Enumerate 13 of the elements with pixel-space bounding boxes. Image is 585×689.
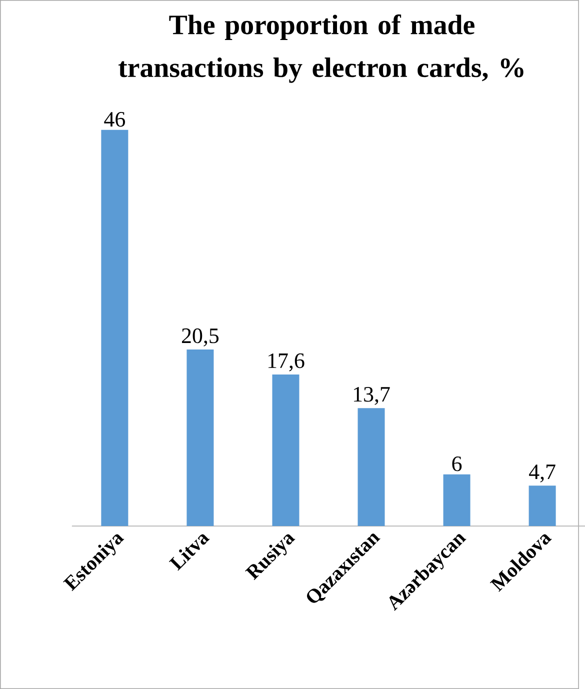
data-label: 4,7: [528, 464, 556, 482]
bar: [358, 408, 385, 526]
chart-title: The poroportion of made transactions by electron cards, %: [118, 14, 524, 83]
data-label: 20,5: [182, 328, 218, 346]
data-label: 13,7: [354, 386, 390, 405]
bar: [528, 486, 556, 526]
data-label: 46: [104, 112, 125, 127]
data-label: 6: [452, 456, 462, 472]
data-label: 17,6: [268, 353, 304, 372]
bar: [272, 374, 300, 526]
bar: [186, 350, 214, 526]
bar: [100, 130, 128, 526]
bar: [443, 474, 470, 526]
